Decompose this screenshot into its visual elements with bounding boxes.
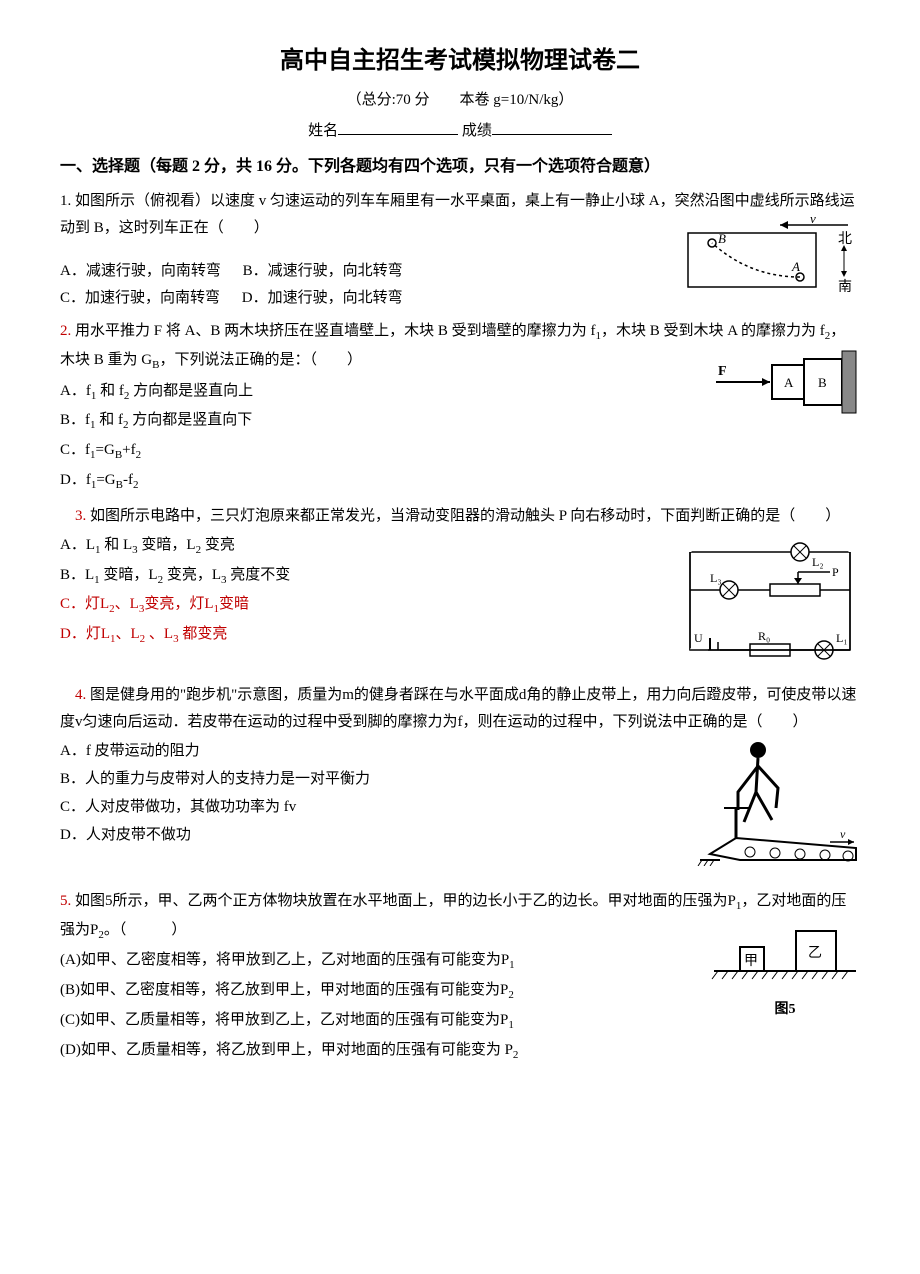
- q2-figure: F A B: [710, 347, 860, 427]
- score-label: 成绩: [462, 123, 492, 139]
- question-1: 1. 如图所示（俯视看）以速度 v 匀速运动的列车车厢里有一水平桌面，桌上有一静…: [60, 188, 860, 312]
- score-blank: [492, 119, 612, 135]
- q2-opt-d: D．f1=GB-f2: [60, 467, 860, 496]
- svg-text:B: B: [718, 231, 726, 246]
- question-5: 5. 如图5所示，甲、乙两个正方体物块放置在水平地面上，甲的边长小于乙的边长。甲…: [60, 888, 860, 1067]
- q3-text: 3. 如图所示电路中，三只灯泡原来都正常发光，当滑动变阻器的滑动触头 P 向右移…: [60, 508, 840, 524]
- svg-text:A: A: [784, 375, 794, 390]
- section-1-header: 一、选择题（每题 2 分，共 16 分。下列各题均有四个选项，只有一个选项符合题…: [60, 153, 860, 182]
- name-score-line: 姓名 成绩: [60, 118, 860, 145]
- q1-figure: v B A 北 南: [680, 215, 860, 305]
- q5-opt-d: (D)如甲、乙质量相等，将乙放到甲上，甲对地面的压强有可能变为 P2: [60, 1037, 860, 1066]
- page-subtitle: （总分:70 分 本卷 g=10/N/kg）: [60, 87, 860, 114]
- svg-text:P: P: [832, 565, 839, 579]
- q4-text: 4. 图是健身用的"跑步机"示意图，质量为m的健身者踩在与水平面成d角的静止皮带…: [60, 687, 856, 730]
- q5-figure: 甲 乙 图5: [710, 917, 860, 1022]
- q1-v-label: v: [810, 215, 816, 226]
- question-3: 3. 如图所示电路中，三只灯泡原来都正常发光，当滑动变阻器的滑动触头 P 向右移…: [60, 503, 860, 676]
- svg-text:甲: 甲: [744, 954, 758, 969]
- svg-text:L₂: L₂: [812, 555, 824, 569]
- question-4: 4. 图是健身用的"跑步机"示意图，质量为m的健身者踩在与水平面成d角的静止皮带…: [60, 682, 860, 882]
- q3-figure: L₂ L₃ P U: [680, 530, 860, 670]
- svg-text:v: v: [840, 827, 846, 841]
- question-2: 2. 用水平推力 F 将 A、B 两木块挤压在竖直墙壁上，木块 B 受到墙壁的摩…: [60, 318, 860, 497]
- svg-text:南: 南: [838, 279, 852, 295]
- name-blank: [338, 119, 458, 135]
- svg-text:F: F: [718, 364, 727, 379]
- q4-figure: v: [680, 736, 860, 876]
- svg-text:B: B: [818, 375, 827, 390]
- q1-opt-b: B．减速行驶，向北转弯: [243, 258, 403, 285]
- svg-text:乙: 乙: [808, 945, 822, 961]
- q1-opt-a: A．减速行驶，向南转弯: [60, 258, 221, 285]
- svg-text:北: 北: [838, 231, 852, 247]
- svg-text:R₀: R₀: [758, 629, 770, 643]
- svg-text:L₁: L₁: [836, 631, 848, 645]
- q1-opt-d: D．加速行驶，向北转弯: [242, 285, 403, 312]
- svg-text:U: U: [694, 631, 703, 645]
- svg-text:A: A: [791, 259, 800, 274]
- q2-opt-c: C．f1=GB+f2: [60, 437, 860, 466]
- name-label: 姓名: [308, 123, 338, 139]
- page-title: 高中自主招生考试模拟物理试卷二: [60, 40, 860, 83]
- svg-text:L₃: L₃: [710, 571, 722, 585]
- q1-opt-c: C．加速行驶，向南转弯: [60, 285, 220, 312]
- q5-fig-caption: 图5: [710, 997, 860, 1022]
